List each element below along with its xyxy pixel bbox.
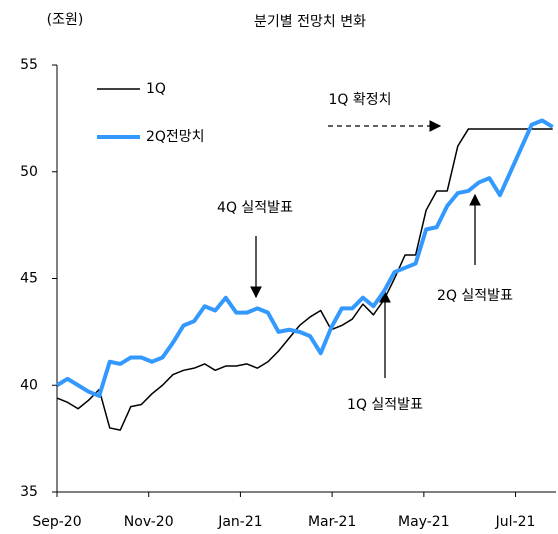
annotation: 1Q 실적발표 <box>347 397 423 413</box>
y-tick-label: 55 <box>20 57 38 73</box>
legend-label: 1Q <box>146 81 166 97</box>
y-tick-label: 40 <box>20 377 38 393</box>
chart-title: 분기별 전망치 변화 <box>254 14 366 30</box>
x-tick-label: Jan-21 <box>217 514 262 530</box>
annotation: 4Q 실적발표 <box>217 200 293 216</box>
annotation: 1Q 확정치 <box>328 92 391 108</box>
y-tick-label: 35 <box>20 484 38 500</box>
y-tick-label: 50 <box>20 164 38 180</box>
unit-label: (조원) <box>47 12 84 28</box>
x-tick-label: May-21 <box>398 514 450 530</box>
y-tick-label: 45 <box>20 271 38 287</box>
x-tick-label: Mar-21 <box>308 514 356 530</box>
x-tick-label: Jul-21 <box>495 514 536 530</box>
annotation: 2Q 실적발표 <box>437 288 513 304</box>
x-tick-label: Nov-20 <box>124 514 174 530</box>
series-line <box>55 118 554 398</box>
legend-label: 2Q전망치 <box>146 129 205 145</box>
series-line <box>56 128 553 431</box>
x-tick-label: Sep-20 <box>32 514 81 530</box>
